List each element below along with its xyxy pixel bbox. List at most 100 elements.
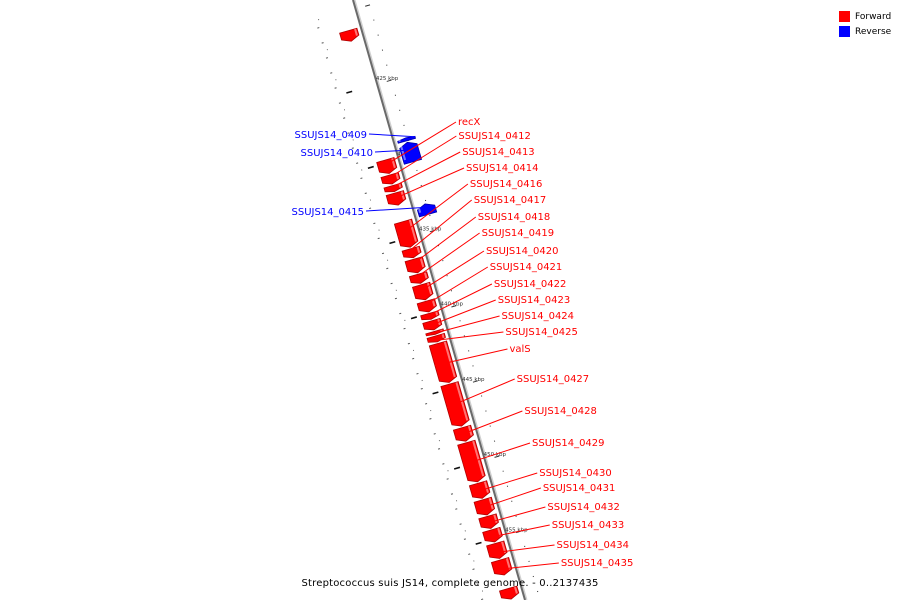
gene-labels-group: SSUJS14_0409 SSUJS14_0410 recX SSUJS14_0412… [292, 117, 634, 571]
minor-tick [390, 282, 393, 285]
minor-tick [450, 493, 454, 495]
gene-ssujs14_0409 [397, 135, 416, 144]
gene-label-leader [421, 283, 493, 320]
gene-ssujs14_0419 [408, 271, 429, 284]
gene-label-leader [455, 410, 523, 438]
minor-tick [468, 553, 471, 555]
gene-label: SSUJS14_0418 [478, 212, 551, 223]
gene-label-leader [378, 121, 457, 170]
minor-tick [433, 433, 436, 435]
gene-label: SSUJS14_0415 [292, 207, 365, 218]
gene-label: SSUJS14_0419 [482, 228, 555, 239]
minor-tick [463, 538, 466, 540]
minor-tick [420, 387, 423, 390]
minor-tick [364, 192, 367, 195]
gene-label-leader [368, 133, 416, 138]
major-tick [365, 4, 371, 7]
major-tick [367, 165, 374, 169]
major-tick [432, 391, 439, 395]
minor-tick [481, 598, 484, 600]
minor-tick [334, 87, 337, 89]
gene-highlight [419, 257, 425, 268]
gene-label-leader [463, 442, 531, 466]
gene-ssujs14_0429 [457, 439, 486, 483]
gene-vals [428, 340, 458, 383]
minor-tick [399, 312, 402, 315]
gene-label-leader [418, 266, 489, 310]
gene-label: SSUJS14_0420 [486, 246, 558, 257]
gene-highlight [443, 341, 456, 378]
gene-label: SSUJS14_0417 [474, 195, 546, 206]
minor-tick [455, 508, 458, 510]
gene-ssujs14_0413 [383, 182, 403, 193]
gene-label-leader [434, 348, 508, 366]
minor-tick [412, 357, 415, 360]
gene-label: SSUJS14_0424 [502, 311, 575, 322]
genome-backbone-group [352, 0, 528, 600]
major-tick [453, 466, 461, 470]
legend-label-forward: Forward [855, 11, 892, 22]
gene-label-leader [426, 315, 500, 336]
gene-label: SSUJS14_0429 [532, 438, 605, 449]
tick-label: 440 kbp [441, 302, 464, 308]
gene-label-leader [406, 216, 477, 269]
gene-label: SSUJS14_0427 [517, 374, 590, 385]
gene-label: SSUJS14_0433 [552, 520, 625, 531]
legend-item-reverse: Reverse [839, 24, 899, 39]
gene-label-leader [488, 544, 555, 554]
backbone-line [352, 0, 526, 600]
gene-label: recX [458, 117, 481, 128]
gene-highlight [398, 183, 402, 188]
gene-label: SSUJS14_0421 [490, 262, 563, 273]
minor-tick [347, 132, 350, 134]
major-tick [389, 240, 396, 245]
gene-ssujs14_0431 [473, 496, 496, 516]
tick-label: 445 kbp [462, 377, 485, 383]
minor-tick [459, 523, 462, 525]
reverse-swatch [839, 26, 850, 37]
gene-label-leader [382, 135, 457, 183]
minor-tick [356, 162, 359, 164]
gene-label: SSUJS14_0409 [295, 130, 368, 141]
gene-label-leader [427, 331, 504, 342]
gene-ssujs14_0432 [478, 513, 499, 529]
tick-label: 425 kbp [376, 76, 399, 82]
minor-tick [325, 57, 329, 59]
gene-label: SSUJS14_0434 [557, 540, 630, 551]
tick-label: 450 kbp [484, 452, 507, 458]
gene-highlight [423, 272, 428, 279]
gene-label-leader [365, 206, 436, 212]
minor-tick [429, 418, 432, 420]
gene-highlight [472, 440, 485, 477]
forward-swatch [839, 11, 850, 22]
gene-label: SSUJS14_0430 [539, 468, 612, 479]
minor-tick [317, 27, 320, 29]
gene-ssujs14_0410 [399, 141, 423, 165]
gene-highlight [493, 514, 498, 523]
major-tick [386, 79, 392, 82]
minor-tick [321, 42, 324, 44]
gene-label: SSUJS14_0414 [466, 163, 539, 174]
gene-label-leader [414, 250, 485, 296]
gene-label-leader [397, 183, 469, 238]
minor-tick [330, 72, 333, 74]
major-tick [410, 316, 418, 320]
gene-partial [339, 27, 360, 42]
minor-tick [403, 327, 406, 330]
gene-highlight [395, 173, 400, 180]
major-tick [472, 380, 478, 383]
minor-tick [338, 102, 341, 104]
legend-item-forward: Forward [839, 9, 899, 24]
gene-label: SSUJS14_0435 [561, 558, 634, 569]
genome-title: Streptococcus suis JS14, complete genome… [301, 578, 599, 589]
minor-tick [472, 568, 475, 570]
gene-ssujs14_0434 [486, 540, 508, 559]
gene-highlight [399, 144, 407, 161]
gene-label: SSUJS14_0428 [524, 406, 597, 417]
gene-highlight [441, 334, 445, 339]
gene-label: SSUJS14_0416 [470, 179, 543, 190]
gene-highlight [505, 558, 511, 570]
tick-label: 435 kbp [419, 227, 442, 233]
gene-label: SSUJS14_0413 [462, 147, 535, 158]
